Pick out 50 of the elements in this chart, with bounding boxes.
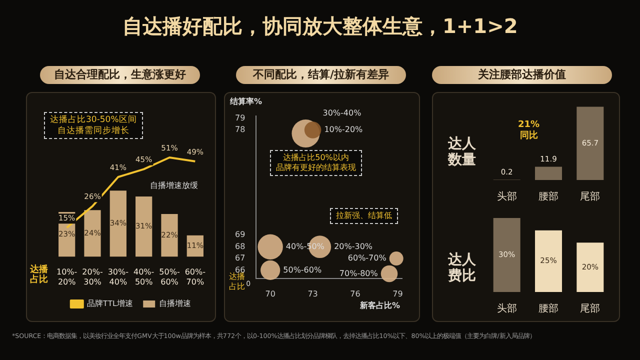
x-axis-title: 新客占比% (360, 301, 400, 311)
series-label: 70%-80% (339, 268, 378, 278)
annotation: 自播增速放缓 (150, 181, 198, 191)
y-tick-label: 66 (234, 265, 246, 274)
series-label: 30%-40% (322, 108, 362, 118)
series-label: 20%-30% (334, 242, 373, 251)
y-tick-label: 68 (234, 242, 246, 251)
x-tick-label: 头部 (496, 190, 517, 203)
y-tick-label: 69 (234, 230, 246, 240)
text: 自达播好配比，协同放大整体生意，1+1>2 (122, 14, 518, 39)
legend-label: 自播增速 (159, 299, 192, 308)
text: 达播占比 (228, 272, 246, 292)
x-tick-label: 尾部 (580, 190, 600, 203)
y-axis-title: 达人数量 (448, 136, 477, 168)
x-axis-title: 达播占比 (30, 265, 49, 286)
x-tick-label: 腰部 (538, 302, 558, 315)
y-axis-title: 结算率% (230, 97, 262, 106)
annotation: 拉新强、结算低 (330, 208, 398, 224)
y-tick-label: 67 (234, 254, 246, 263)
series-label: 60%-70% (348, 254, 387, 263)
x-tick-label: 60%-70% (184, 268, 206, 286)
annotation: 达播占比50%以内 (283, 153, 349, 162)
chart-title: 关注腰部达播价值 (432, 66, 612, 84)
y-tick-label: 79 (234, 113, 246, 122)
annotation: 品牌有更好的结算表现 (276, 163, 356, 173)
x-tick-label: 76 (350, 289, 360, 298)
annotation: 21% 同比 (518, 120, 540, 142)
legend-label: 品牌TTL增速 (86, 299, 134, 308)
y-axis-title: 达人费比 (448, 252, 477, 284)
bar (110, 190, 126, 257)
series-label: 10%-20% (324, 125, 364, 134)
x-tick-label: 50%-60% (159, 268, 180, 286)
x-tick-label: 10%-20% (56, 268, 78, 286)
x-tick-label: 头部 (496, 302, 517, 315)
x-tick-label: 30%-40% (108, 268, 129, 286)
x-tick-label: 79 (392, 289, 403, 298)
text: 自达播需同步增长 (56, 126, 130, 136)
bar (136, 196, 152, 257)
chart-title: 自达合理配比，生意涨更好 (40, 66, 200, 84)
x-tick-label: 70 (265, 289, 276, 298)
x-tick-label: 腰部 (538, 190, 558, 203)
chart-title: 不同配比，结算/拉新有差异 (236, 66, 406, 84)
x-tick-label: 40%-50% (133, 268, 154, 286)
x-tick-label: 20%-30% (82, 268, 103, 286)
bar (161, 214, 178, 257)
text: 达播占比30-50%区间 (50, 115, 137, 125)
bar (84, 210, 101, 257)
x-tick-label: 尾部 (580, 302, 600, 315)
x-tick-label: 73 (308, 289, 318, 298)
y-tick-label: 78 (234, 125, 246, 134)
